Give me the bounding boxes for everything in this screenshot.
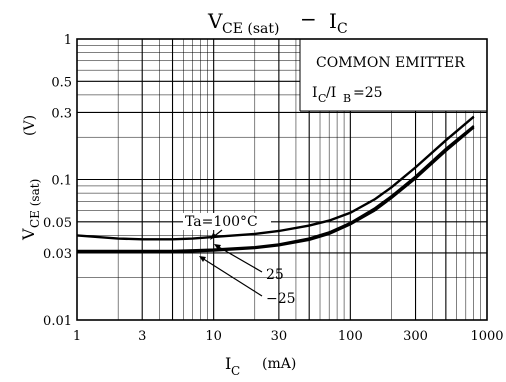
title-i-sub: C xyxy=(337,21,348,37)
ylabel-v: V xyxy=(19,228,38,241)
annotation-ic: I xyxy=(312,85,318,101)
series-minus25 xyxy=(77,126,475,254)
x-tick-label: 1000 xyxy=(470,329,503,344)
y-tick-label: 0.3 xyxy=(51,106,72,121)
x-tick-label: 3 xyxy=(138,329,146,344)
title-i: I xyxy=(329,9,337,33)
ylabel-unit: (V) xyxy=(22,115,38,136)
x-axis-label: I C (mA) xyxy=(225,354,296,378)
t25-pointer-arrow xyxy=(214,244,221,250)
title-v-sub: CE (sat) xyxy=(222,21,279,37)
annotation-ib-sub: B xyxy=(343,92,351,105)
y-tick-label: 0.01 xyxy=(43,314,72,329)
xlabel-unit: (mA) xyxy=(262,356,296,372)
xlabel-i: I xyxy=(225,354,231,373)
chart-title: V CE (sat) − I C xyxy=(207,7,348,37)
annotation-ratio-value: =25 xyxy=(353,85,383,101)
xlabel-sub: C xyxy=(231,364,240,378)
series-label-ta100: Ta=100°C xyxy=(185,214,258,230)
ta100-label-bg xyxy=(183,213,271,230)
t25-pointer xyxy=(216,245,263,273)
series-curves xyxy=(76,115,475,254)
x-tick-label: 10 xyxy=(205,329,222,344)
annotation-ib: /I xyxy=(326,85,336,101)
annotation-common-emitter: COMMON EMITTER xyxy=(316,55,465,71)
y-tick-label: 0.05 xyxy=(43,216,72,231)
x-tick-label: 30 xyxy=(271,329,288,344)
annotation-box xyxy=(300,39,487,111)
title-v: V xyxy=(207,9,223,33)
y-axis-label: V CE (sat) (V) xyxy=(19,115,42,241)
y-tick-label: 0.5 xyxy=(51,75,72,90)
annotation-ic-sub: C xyxy=(318,92,326,105)
title-dash: − xyxy=(300,7,317,31)
series-ta100 xyxy=(76,115,475,241)
y-tick-label: 0.1 xyxy=(51,174,72,189)
x-tick-label: 100 xyxy=(338,329,363,344)
ylabel-sub: CE (sat) xyxy=(28,179,42,228)
y-tick-labels: 0.01 0.03 0.05 0.1 0.3 0.5 1 xyxy=(43,33,72,329)
tm25-pointer xyxy=(201,257,263,297)
x-tick-label: 1 xyxy=(73,329,81,344)
x-tick-labels: 1 3 10 30 100 300 1000 xyxy=(73,329,504,344)
series-label-minus25: −25 xyxy=(266,291,296,307)
tm25-pointer-arrow xyxy=(199,256,206,262)
annotation-ratio: I C /I B =25 xyxy=(312,85,383,105)
plot-frame xyxy=(76,38,488,321)
y-tick-label: 0.03 xyxy=(43,247,72,262)
series-label-25: 25 xyxy=(266,267,284,283)
y-tick-label: 1 xyxy=(64,33,72,48)
x-tick-label: 300 xyxy=(403,329,428,344)
ta100-pointer-arrow xyxy=(210,233,217,240)
